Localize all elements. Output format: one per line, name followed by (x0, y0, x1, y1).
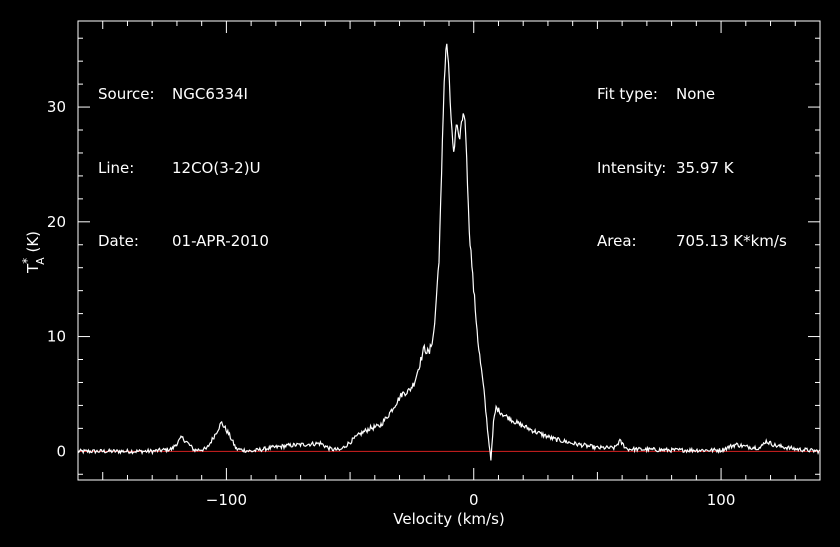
line-row: Line: 12CO(3-2)U (98, 156, 269, 181)
fit-type-label: Fit type: (597, 85, 658, 103)
x-tick-label: 100 (707, 491, 736, 509)
intensity-label: Intensity: (597, 158, 667, 177)
date-row: Date: 01-APR-2010 (98, 229, 269, 254)
intensity-row: Intensity: 35.97 K (597, 156, 787, 181)
y-tick-label: 10 (47, 328, 66, 346)
date-value: 01-APR-2010 (172, 232, 269, 250)
axis-ticks (78, 21, 821, 480)
intensity-value: 35.97 K (676, 158, 734, 177)
x-tick-label: 0 (469, 491, 479, 509)
x-tick-label: −100 (206, 491, 247, 509)
fit-type-value: None (676, 85, 716, 103)
y-tick-label: 30 (47, 98, 66, 116)
y-tick-label: 0 (56, 442, 66, 460)
spectrum-series-line (77, 43, 821, 461)
source-row: Source: NGC6334I (98, 82, 269, 107)
date-label: Date: (98, 232, 139, 250)
header-info-left: Source: NGC6334I Line: 12CO(3-2)U Date: 01-… (98, 33, 269, 278)
header-info-right: Fit type: None Intensity: 35.97 K Area: 705… (597, 33, 787, 278)
source-label: Source: (98, 85, 155, 103)
y-axis-label: T*A (K) (20, 231, 47, 274)
y-tick-label: 20 (47, 213, 66, 231)
area-label: Area: (597, 232, 637, 250)
y-axis-label-text: T*A (K) (20, 231, 47, 274)
x-axis-label: Velocity (km/s) (393, 510, 504, 528)
area-value: 705.13 K*km/s (676, 232, 787, 250)
fit-row: Fit type: None (597, 82, 787, 107)
tick-labels: −100 0 100 0 10 20 30 (47, 98, 735, 509)
source-value: NGC6334I (172, 85, 248, 103)
line-value: 12CO(3-2)U (172, 158, 261, 177)
line-label: Line: (98, 158, 135, 177)
area-row: Area: 705.13 K*km/s (597, 229, 787, 254)
